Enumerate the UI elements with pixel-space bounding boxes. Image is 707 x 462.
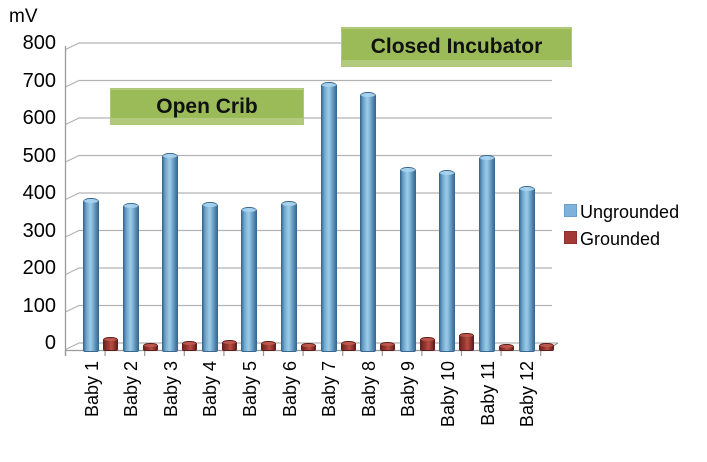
x-category-label-baby-3: Baby 3 (160, 361, 181, 418)
bar-ungrounded-baby-7 (320, 81, 337, 352)
bar-ungrounded-baby-3 (162, 152, 179, 352)
x-category-label-baby-12: Baby 12 (517, 361, 538, 428)
bar-ungrounded-baby-10 (439, 169, 456, 352)
y-tick-label-200: 200 (22, 257, 56, 279)
bar-grounded-baby-8 (380, 341, 396, 351)
x-category-label-baby-9: Baby 9 (398, 361, 419, 418)
y-tick-label-500: 500 (22, 144, 56, 167)
bar-grounded-baby-3 (182, 341, 198, 351)
x-category-label-baby-8: Baby 8 (358, 361, 379, 418)
annotation-open-crib: Open Crib (110, 88, 304, 125)
y-axis-unit-label: mV (9, 6, 38, 27)
x-category-label-baby-1: Baby 1 (81, 361, 102, 418)
y-tick-label-700: 700 (22, 69, 56, 92)
bar-ungrounded-baby-5 (241, 207, 258, 352)
grounded-swatch-icon (564, 231, 577, 244)
x-category-label-baby-11: Baby 11 (477, 361, 498, 426)
bar-grounded-baby-12 (538, 342, 554, 351)
bar-ungrounded-baby-12 (518, 185, 535, 352)
bar-grounded-baby-1 (103, 336, 118, 351)
bar-ungrounded-baby-4 (201, 202, 218, 352)
legend-item-ungrounded: Ungrounded (564, 202, 679, 223)
bar-grounded-baby-11 (499, 344, 514, 351)
legend-label-ungrounded: Ungrounded (580, 202, 680, 222)
bar-grounded-baby-6 (301, 342, 316, 351)
legend-label-grounded: Grounded (580, 229, 661, 249)
x-category-label-baby-6: Baby 6 (279, 361, 300, 418)
bar-grounded-baby-9 (419, 336, 435, 351)
bar-grounded-baby-7 (340, 341, 356, 351)
legend: Ungrounded Grounded (564, 202, 679, 250)
y-tick-label-100: 100 (22, 294, 56, 317)
bar-ungrounded-baby-2 (122, 202, 139, 352)
y-tick-label-300: 300 (22, 219, 56, 242)
y-tick-label-0: 0 (44, 332, 56, 354)
x-category-label-baby-7: Baby 7 (319, 361, 340, 418)
bar-ungrounded-baby-8 (360, 91, 377, 352)
bar-ungrounded-baby-6 (281, 200, 297, 352)
bar-ungrounded-baby-11 (479, 154, 495, 352)
ungrounded-swatch-icon (564, 204, 577, 217)
y-tick-label-400: 400 (22, 182, 56, 204)
y-tick-label-600: 600 (22, 107, 56, 129)
bar-ungrounded-baby-1 (83, 197, 99, 352)
x-category-label-baby-5: Baby 5 (239, 361, 260, 418)
bar-ungrounded-baby-9 (399, 166, 416, 352)
x-category-label-baby-2: Baby 2 (121, 361, 142, 418)
legend-item-grounded: Grounded (564, 229, 679, 250)
y-tick-label-800: 800 (22, 32, 56, 54)
x-category-label-baby-10: Baby 10 (437, 361, 458, 428)
bar-grounded-baby-2 (142, 342, 158, 351)
x-category-label-baby-4: Baby 4 (200, 361, 221, 418)
bar-grounded-baby-10 (459, 332, 475, 351)
bar-grounded-baby-5 (261, 340, 277, 351)
annotation-closed-incubator: Closed Incubator (341, 27, 572, 67)
bar-grounded-baby-4 (221, 339, 237, 351)
